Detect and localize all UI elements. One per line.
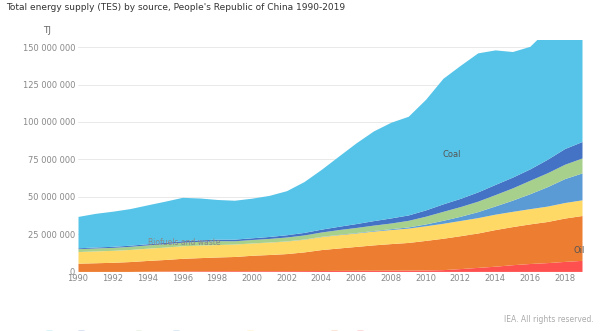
Text: Total energy supply (TES) by source, People's Republic of China 1990-2019: Total energy supply (TES) by source, Peo…: [6, 3, 345, 12]
Text: Coal: Coal: [443, 150, 461, 159]
Text: Oil: Oil: [574, 246, 584, 255]
Text: IEA. All rights reserved.: IEA. All rights reserved.: [504, 315, 594, 324]
Text: TJ: TJ: [43, 26, 51, 35]
Text: Biofuels and waste: Biofuels and waste: [148, 238, 220, 247]
